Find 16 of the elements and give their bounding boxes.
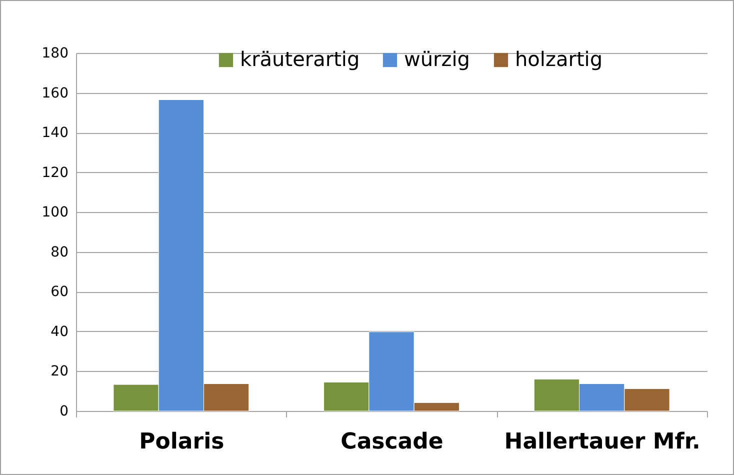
x-tick-label: Cascade	[340, 430, 444, 454]
y-tick-label: 120	[42, 164, 68, 181]
x-tick-label: Hallertauer Mfr.	[504, 430, 700, 454]
y-tick-label: 20	[50, 364, 68, 380]
y-tick-label: 0	[60, 404, 68, 420]
legend-label: holzartig	[515, 47, 603, 71]
y-tick-label: 60	[50, 284, 68, 300]
y-tick-label: 140	[42, 125, 68, 142]
legend-label: kräuterartig	[240, 47, 360, 71]
y-tick-label: 160	[42, 85, 68, 102]
x-tick-label: Polaris	[139, 430, 224, 454]
y-tick-label: 100	[42, 204, 68, 221]
y-tick-label: 40	[50, 324, 68, 340]
legend-label: würzig	[404, 47, 470, 71]
y-tick-label: 180	[42, 46, 68, 62]
y-tick-label: 80	[50, 244, 68, 260]
